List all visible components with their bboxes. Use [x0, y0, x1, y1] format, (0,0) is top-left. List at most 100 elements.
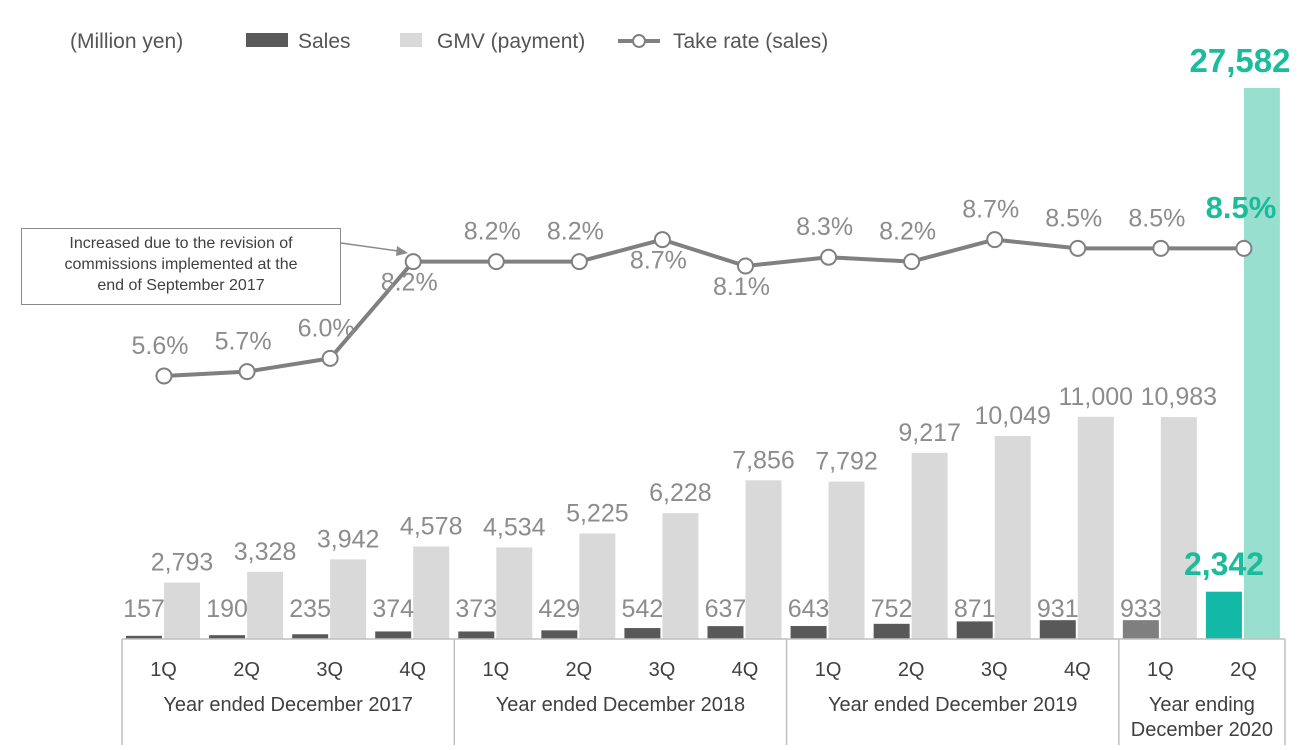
gmv-bar [745, 480, 782, 639]
take-rate-layer: 5.6% 5.7% 6.0% 8.2% 8.2% 8.2% 8.7% 8.1% 8.3% 8.2%… [132, 190, 1276, 385]
take-rate-label: 8.1% [713, 273, 770, 301]
sales-value-label: 933 [1120, 595, 1162, 623]
take-rate-marker [736, 257, 754, 275]
gmv-value-label: 7,792 [815, 448, 878, 476]
annotation-line-2: commissions implemented at the [64, 256, 298, 273]
sales-bar [292, 634, 329, 639]
sales-value-label: 373 [455, 595, 497, 623]
legend: (Million yen) Sales GMV (payment) Take r… [70, 30, 828, 53]
gmv-value-label: 11,000 [1058, 383, 1133, 411]
take-rate-marker [1235, 239, 1253, 257]
category-label: 2Q [898, 659, 925, 681]
sales-bar [624, 628, 661, 639]
gmv-value-label: 10,049 [974, 402, 1050, 430]
take-rate-label: 8.7% [962, 196, 1019, 224]
category-label: 1Q [482, 659, 509, 681]
category-label: 4Q [732, 659, 759, 681]
take-rate-marker [653, 231, 671, 249]
gmv-bar [828, 481, 865, 639]
sales-bar [375, 631, 412, 639]
gmv-bar [496, 547, 533, 639]
category-label: 1Q [1147, 659, 1174, 681]
category-label: 3Q [316, 659, 343, 681]
sales-bar [126, 635, 162, 639]
annotation-line-3: end of September 2017 [97, 277, 265, 294]
category-label: 4Q [399, 659, 426, 681]
gmv-bar [662, 513, 699, 639]
take-rate-label: 8.2% [381, 269, 438, 297]
sales-bar [209, 635, 246, 639]
sales-value-label: 637 [705, 595, 747, 623]
legend-swatch-gmv [400, 33, 422, 47]
group-label: Year ended December 2019 [828, 694, 1077, 716]
gmv-value-label: 3,328 [234, 538, 297, 566]
take-rate-label: 5.7% [215, 328, 272, 356]
sales-value-label: 235 [289, 595, 331, 623]
gmv-value-label: 6,228 [649, 479, 712, 507]
category-axis: 1Q 2Q 3Q 4Q 1Q 2Q 3Q 4Q 1Q 2Q 3Q 4Q 1Q 2Q Year ended D… [121, 638, 1286, 745]
annotation-arrow [340, 242, 406, 253]
annotation-box: Increased due to the revision of commiss… [21, 228, 341, 305]
take-rate-label: 8.2% [879, 218, 936, 246]
sales-bar [873, 623, 910, 639]
sales-bar [458, 631, 495, 639]
legend-swatch-sales [246, 33, 288, 47]
sales-bar [1039, 620, 1076, 639]
legend-label-gmv: GMV (payment) [437, 30, 585, 53]
gmv-value-label: 7,856 [732, 446, 795, 474]
sales-value-label: 643 [788, 595, 830, 623]
take-rate-label: 8.2% [547, 218, 604, 246]
take-rate-label: 8.5% [1045, 204, 1102, 232]
gmv-bar [247, 571, 284, 639]
gmv-value-label: 2,793 [151, 549, 214, 577]
annotation-arrowhead [396, 246, 408, 256]
category-label: 1Q [815, 659, 842, 681]
take-rate-marker [321, 349, 339, 367]
group-label: Year ended December 2018 [496, 694, 745, 716]
category-label: 3Q [649, 659, 676, 681]
take-rate-marker [487, 253, 505, 271]
gmv-bar [994, 436, 1031, 639]
sales-value-label: 752 [871, 595, 913, 623]
sales-value-label: 374 [372, 595, 414, 623]
gmv-value-label: 3,942 [317, 525, 380, 553]
sales-bar [790, 626, 827, 639]
take-rate-label: 8.3% [796, 213, 853, 241]
bars-layer [126, 88, 1280, 639]
sales-bar [956, 621, 993, 639]
take-rate-marker [820, 248, 838, 266]
gmv-bar [579, 533, 616, 639]
legend-swatch-take-rate-marker [632, 34, 646, 48]
gmv-bar [330, 559, 367, 639]
category-label: 2Q [233, 659, 260, 681]
gmv-bar [413, 546, 450, 639]
bar-labels-layer: 157 2,793 190 3,328 235 3,942 374 4,578 373 4,534… [123, 42, 1290, 623]
gmv-value-label: 27,582 [1190, 42, 1291, 79]
gmv-value-label: 4,534 [483, 513, 546, 541]
legend-label-take-rate: Take rate (sales) [673, 30, 828, 53]
gmv-bar [911, 452, 948, 639]
sales-bar [1205, 591, 1242, 639]
gmv-value-label: 5,225 [566, 499, 629, 527]
gmv-value-label: 9,217 [898, 419, 961, 447]
category-label: 2Q [566, 659, 593, 681]
take-rate-marker [1152, 239, 1170, 257]
sales-value-label: 157 [123, 595, 165, 623]
gmv-value-label: 4,578 [400, 513, 463, 541]
take-rate-label: 8.5% [1128, 204, 1185, 232]
annotation-line-1: Increased due to the revision of [69, 235, 293, 252]
group-label: Year ended December 2017 [163, 694, 412, 716]
gmv-bar [1160, 417, 1197, 639]
group-label: December 2020 [1131, 719, 1273, 741]
gmv-bar [1077, 416, 1114, 639]
take-rate-marker [238, 363, 256, 381]
sales-value-label: 931 [1037, 595, 1079, 623]
group-label: Year ending [1149, 694, 1255, 716]
sales-value-label: 429 [538, 595, 580, 623]
legend-label-sales: Sales [298, 30, 351, 53]
take-rate-marker [986, 231, 1004, 249]
take-rate-marker [1069, 239, 1087, 257]
category-label: 4Q [1064, 659, 1091, 681]
take-rate-label: 8.2% [464, 218, 521, 246]
